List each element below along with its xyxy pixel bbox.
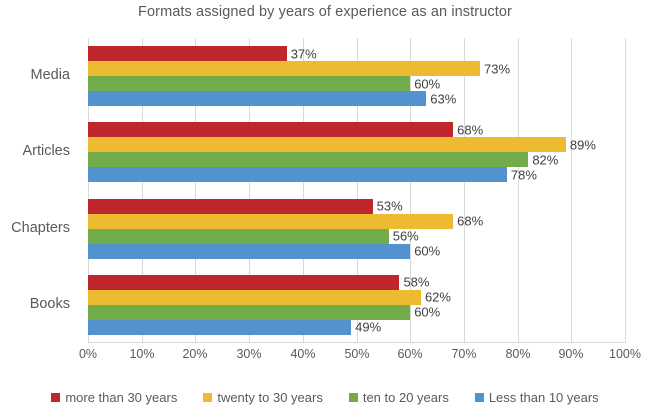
bar-row: 58%: [88, 274, 625, 290]
gridline: [625, 38, 626, 343]
bar-row: 78%: [88, 167, 625, 183]
x-tick-label: 30%: [236, 347, 262, 361]
bar[interactable]: [88, 228, 389, 244]
bar-row: 60%: [88, 76, 625, 92]
bar-row: 49%: [88, 319, 625, 335]
bar[interactable]: [88, 122, 454, 138]
x-tick-label: 60%: [397, 347, 423, 361]
bar-row: 82%: [88, 152, 625, 168]
x-tick-label: 80%: [505, 347, 531, 361]
bar-value-label: 49%: [355, 319, 382, 335]
legend-label: Less than 10 years: [488, 390, 599, 405]
bar-row: 62%: [88, 289, 625, 305]
bar-row: 68%: [88, 213, 625, 229]
bar[interactable]: [88, 152, 529, 168]
bar-value-label: 60%: [414, 304, 441, 320]
legend-item[interactable]: twenty to 30 years: [203, 390, 323, 405]
chart-legend: more than 30 years twenty to 30 years ten …: [0, 390, 650, 405]
bar[interactable]: [88, 289, 421, 305]
legend-swatch-icon: [474, 393, 484, 402]
legend-item[interactable]: ten to 20 years: [348, 390, 449, 405]
x-tick-label: 50%: [344, 347, 370, 361]
bar[interactable]: [88, 167, 507, 183]
bar-row: 60%: [88, 243, 625, 259]
bar-value-label: 58%: [403, 274, 430, 290]
bar[interactable]: [88, 137, 566, 153]
bar-value-label: 68%: [457, 213, 484, 229]
bar-value-label: 73%: [484, 61, 511, 77]
legend-swatch-icon: [348, 393, 358, 402]
plot-area: 37% 73% 60% 63% 68% 89% 82% 78% 53% 68% 56% 60% 58% 6…: [88, 38, 626, 343]
bar-value-label: 63%: [430, 91, 457, 107]
chart-title: Formats assigned by years of experience …: [138, 4, 512, 20]
legend-label: twenty to 30 years: [217, 390, 323, 405]
bar-value-label: 62%: [424, 289, 451, 305]
bar-value-label: 37%: [290, 46, 317, 62]
bar[interactable]: [88, 61, 480, 77]
x-tick-label: 100%: [609, 347, 641, 361]
y-axis-category-label: Chapters: [11, 219, 70, 236]
x-tick-label: 70%: [451, 347, 477, 361]
x-tick-label: 90%: [558, 347, 584, 361]
bar-group: 37% 73% 60% 63%: [88, 46, 625, 107]
bar[interactable]: [88, 274, 400, 290]
bar[interactable]: [88, 46, 287, 62]
bar-value-label: 89%: [569, 137, 596, 153]
bar[interactable]: [88, 243, 411, 259]
bar-row: 73%: [88, 61, 625, 77]
bar-group: 53% 68% 56% 60%: [88, 198, 625, 259]
bar[interactable]: [88, 91, 427, 107]
x-axis-tick-labels: 0% 10% 20% 30% 40% 50% 60% 70% 80% 90% 100%: [79, 347, 641, 367]
bar-row: 37%: [88, 46, 625, 62]
bar-value-label: 53%: [376, 198, 403, 214]
bar-row: 63%: [88, 91, 625, 107]
bar-row: 68%: [88, 122, 625, 138]
bar[interactable]: [88, 319, 352, 335]
bar-value-label: 56%: [392, 228, 419, 244]
bar[interactable]: [88, 76, 411, 92]
y-axis-category-label: Media: [30, 67, 71, 84]
bar[interactable]: [88, 213, 454, 229]
x-tick-label: 20%: [182, 347, 208, 361]
y-axis-category-labels: Media Articles Chapters Books: [0, 38, 80, 343]
legend-swatch-icon: [203, 393, 213, 402]
x-tick-label: 0%: [78, 347, 98, 361]
bar-row: 60%: [88, 304, 625, 320]
bar-value-label: 60%: [414, 243, 441, 259]
bar[interactable]: [88, 198, 373, 214]
legend-label: ten to 20 years: [362, 390, 449, 405]
bar-value-label: 82%: [532, 152, 559, 168]
legend-item[interactable]: more than 30 years: [51, 390, 177, 405]
bar-group: 68% 89% 82% 78%: [88, 122, 625, 183]
x-tick-label: 10%: [129, 347, 155, 361]
legend-label: more than 30 years: [65, 390, 178, 405]
bar-value-label: 60%: [414, 76, 441, 92]
x-axis-baseline: [88, 342, 625, 343]
bar-row: 89%: [88, 137, 625, 153]
y-axis-category-label: Books: [29, 295, 70, 312]
bar[interactable]: [88, 304, 411, 320]
bar-value-label: 68%: [457, 122, 484, 138]
bar-group: 58% 62% 60% 49%: [88, 274, 625, 335]
bar-row: 56%: [88, 228, 625, 244]
legend-item[interactable]: Less than 10 years: [474, 390, 599, 405]
y-axis-category-label: Articles: [22, 143, 70, 160]
bar-row: 53%: [88, 198, 625, 214]
bar-value-label: 78%: [510, 167, 537, 183]
legend-swatch-icon: [51, 393, 61, 402]
x-tick-label: 40%: [290, 347, 316, 361]
